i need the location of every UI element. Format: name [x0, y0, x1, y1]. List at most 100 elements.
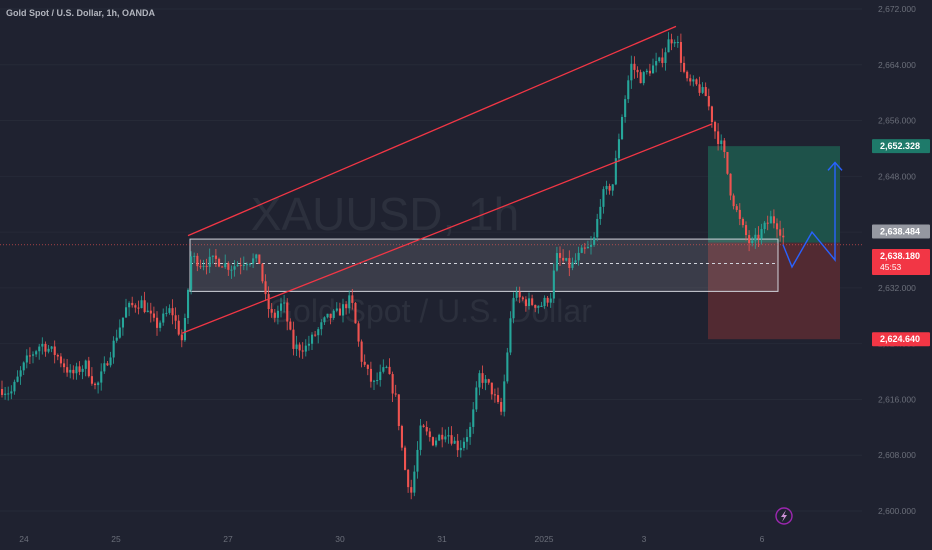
- candle-body: [221, 266, 224, 268]
- x-tick-label: 30: [335, 534, 345, 544]
- candle-body: [512, 297, 515, 319]
- y-tick-label: 2,648.000: [878, 171, 916, 181]
- candle-body: [658, 57, 661, 62]
- candle-body: [441, 434, 444, 440]
- candle-body: [332, 310, 335, 318]
- lightning-icon[interactable]: [775, 507, 793, 525]
- candle-body: [298, 344, 301, 351]
- candle-body: [751, 240, 754, 244]
- candle-body: [25, 355, 28, 363]
- candle-body: [183, 318, 186, 341]
- candle-body: [171, 308, 174, 316]
- candle-body: [50, 346, 53, 349]
- candle-body: [255, 254, 258, 259]
- candle-body: [413, 471, 416, 493]
- candle-body: [7, 393, 10, 395]
- candle-body: [577, 252, 580, 261]
- candle-body: [320, 322, 323, 330]
- candle-body: [233, 266, 236, 270]
- candle-body: [456, 440, 459, 451]
- y-tick-label: 2,656.000: [878, 116, 916, 126]
- candle-body: [521, 297, 524, 300]
- candle-body: [497, 395, 500, 403]
- channel-line-lower[interactable]: [181, 123, 713, 334]
- candle-body: [735, 206, 738, 210]
- candle-body: [506, 352, 509, 382]
- candle-body: [605, 185, 608, 190]
- candle-body: [772, 216, 775, 224]
- candle-body: [583, 247, 586, 249]
- candle-body: [369, 368, 372, 382]
- candle-body: [363, 361, 366, 365]
- x-tick-label: 27: [223, 534, 233, 544]
- candle-body: [38, 346, 41, 352]
- candle-body: [242, 264, 245, 266]
- support-zone-box[interactable]: [189, 238, 779, 292]
- candle-body: [400, 426, 403, 448]
- projection-path[interactable]: [782, 161, 843, 269]
- candle-body: [345, 304, 348, 309]
- candle-body: [199, 266, 202, 268]
- candle-body: [757, 234, 760, 239]
- candle-body: [19, 370, 22, 377]
- candle-body: [264, 281, 267, 295]
- candle-body: [692, 79, 695, 82]
- candle-body: [438, 434, 441, 441]
- candle-body: [4, 393, 7, 395]
- candle-body: [112, 340, 115, 358]
- candles: [1, 32, 785, 500]
- candle-body: [515, 291, 518, 298]
- candle-body: [431, 437, 434, 446]
- candle-body: [335, 308, 338, 311]
- channel-line-upper[interactable]: [187, 25, 677, 237]
- candle-body: [90, 376, 93, 384]
- candle-body: [109, 357, 112, 366]
- candle-body: [168, 308, 171, 313]
- support-zone[interactable]: [0, 238, 862, 292]
- candle-body: [645, 70, 648, 73]
- candle-body: [187, 289, 190, 319]
- candle-body: [342, 304, 345, 316]
- candle-body: [134, 305, 137, 308]
- candle-body: [338, 308, 341, 316]
- candle-body: [543, 297, 546, 306]
- candle-body: [559, 253, 562, 258]
- entry-price-tag-bg: [872, 224, 930, 239]
- candle-body: [211, 255, 214, 257]
- candle-body: [416, 449, 419, 472]
- candle-body: [596, 218, 599, 238]
- candle-body: [509, 318, 512, 353]
- candle-body: [245, 264, 248, 266]
- candle-body: [22, 362, 25, 371]
- candle-body: [624, 99, 627, 117]
- candle-body: [193, 255, 196, 257]
- x-axis[interactable]: 24 25 27 30 31 2025 3 6: [19, 534, 764, 544]
- candle-body: [617, 139, 620, 159]
- candle-body: [224, 263, 227, 268]
- candle-body: [602, 189, 605, 207]
- candle-body: [745, 225, 748, 236]
- candle-body: [84, 360, 87, 369]
- candle-body: [280, 303, 283, 311]
- channel-lines[interactable]: [181, 25, 713, 334]
- candle-body: [137, 307, 140, 309]
- y-tick-label: 2,608.000: [878, 450, 916, 460]
- candle-body: [782, 235, 785, 238]
- candle-body: [652, 65, 655, 74]
- candle-body: [524, 299, 527, 307]
- candle-body: [701, 87, 704, 93]
- candle-body: [208, 256, 211, 267]
- candle-body: [503, 381, 506, 412]
- candle-body: [351, 295, 354, 303]
- candle-body: [689, 78, 692, 82]
- candle-body: [373, 380, 376, 382]
- candle-body: [307, 343, 310, 346]
- candle-body: [453, 440, 456, 444]
- projection-line[interactable]: [782, 162, 836, 269]
- candle-body: [779, 229, 782, 236]
- candle-body: [714, 121, 717, 132]
- candle-body: [518, 291, 521, 298]
- candle-body: [717, 131, 720, 145]
